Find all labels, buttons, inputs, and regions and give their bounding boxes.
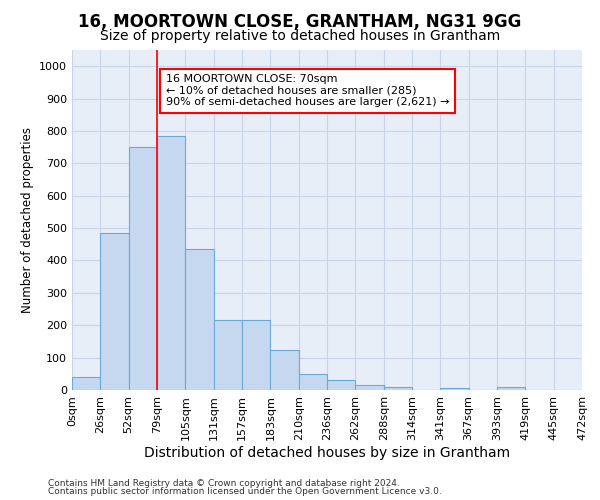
Bar: [497, 387, 526, 390]
X-axis label: Distribution of detached houses by size in Grantham: Distribution of detached houses by size …: [144, 446, 510, 460]
Bar: [327, 380, 355, 390]
Text: 16 MOORTOWN CLOSE: 70sqm
← 10% of detached houses are smaller (285)
90% of semi-: 16 MOORTOWN CLOSE: 70sqm ← 10% of detach…: [166, 74, 449, 108]
Bar: [299, 374, 327, 390]
Bar: [242, 320, 271, 390]
Text: Contains public sector information licensed under the Open Government Licence v3: Contains public sector information licen…: [48, 487, 442, 496]
Bar: [271, 350, 299, 390]
Y-axis label: Number of detached properties: Number of detached properties: [20, 127, 34, 313]
Bar: [185, 249, 214, 390]
Text: Contains HM Land Registry data © Crown copyright and database right 2024.: Contains HM Land Registry data © Crown c…: [48, 478, 400, 488]
Bar: [355, 385, 383, 390]
Bar: [214, 320, 242, 390]
Bar: [100, 233, 128, 390]
Bar: [72, 377, 100, 390]
Bar: [440, 388, 469, 390]
Bar: [383, 387, 412, 390]
Bar: [128, 147, 157, 390]
Bar: [157, 136, 185, 390]
Text: Size of property relative to detached houses in Grantham: Size of property relative to detached ho…: [100, 29, 500, 43]
Text: 16, MOORTOWN CLOSE, GRANTHAM, NG31 9GG: 16, MOORTOWN CLOSE, GRANTHAM, NG31 9GG: [79, 12, 521, 30]
